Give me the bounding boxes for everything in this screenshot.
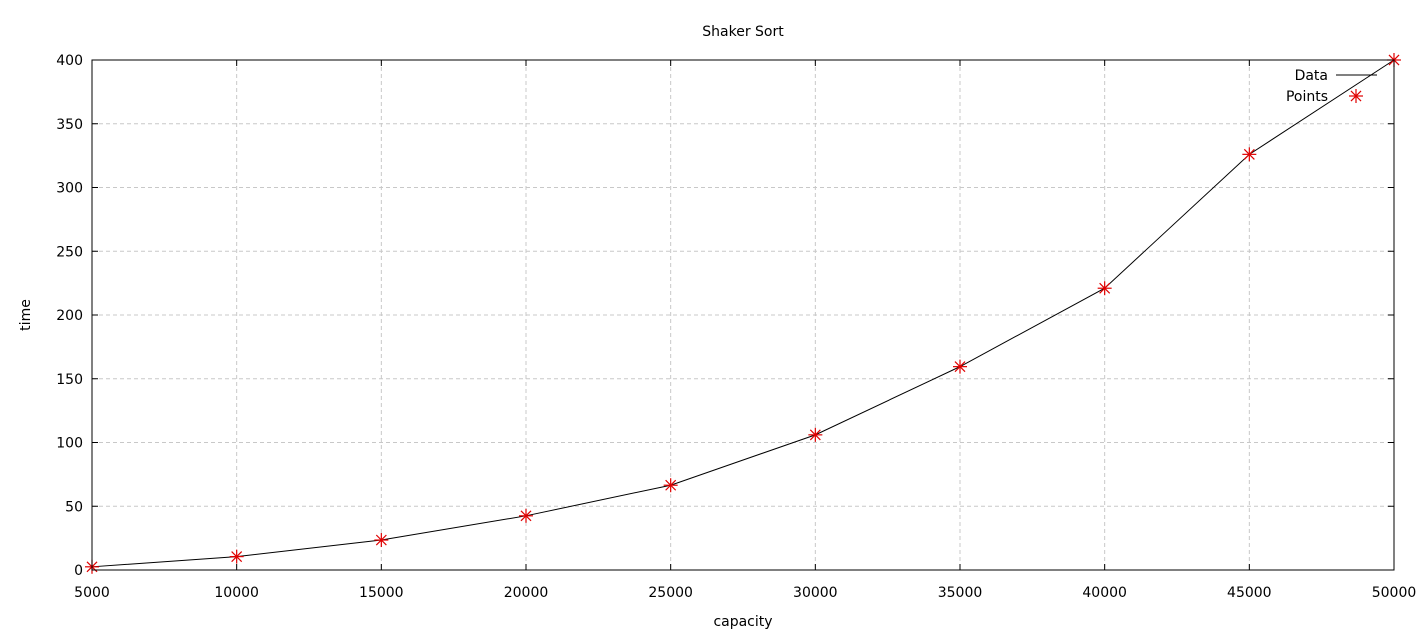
data-point [374, 533, 389, 548]
data-point [663, 478, 678, 493]
asterisk-stroke [1099, 282, 1111, 294]
y-axis-label: time [18, 299, 34, 331]
x-tick-label: 5000 [74, 585, 110, 601]
x-tick-label: 40000 [1082, 585, 1127, 601]
y-tick-label: 400 [56, 53, 83, 69]
x-tick-label: 35000 [938, 585, 983, 601]
data-point [519, 508, 533, 523]
x-tick-label: 30000 [793, 585, 838, 601]
legend-label-data: Data [1295, 68, 1328, 84]
data-point [808, 427, 823, 442]
asterisk-stroke [665, 479, 677, 491]
x-tick-label: 50000 [1372, 585, 1417, 601]
x-tick-label: 15000 [359, 585, 404, 601]
data-point [953, 359, 967, 374]
y-tick-label: 200 [56, 308, 83, 324]
asterisk-stroke [954, 361, 966, 373]
y-tick-label: 0 [74, 563, 83, 579]
chart-title: Shaker Sort [702, 24, 784, 40]
data-point [229, 549, 244, 564]
y-tick-label: 300 [56, 181, 83, 197]
y-tick-label: 150 [56, 372, 83, 388]
asterisk-stroke [231, 551, 243, 563]
asterisk-stroke [809, 429, 821, 441]
data-point [1242, 147, 1257, 162]
x-tick-label: 20000 [504, 585, 549, 601]
y-tick-label: 100 [56, 436, 83, 452]
x-tick-label: 25000 [648, 585, 693, 601]
axis-ticks: 5000 10000 15000 20000 25000 30000 35000 40000 4… [56, 53, 1416, 601]
plot-frame [91, 59, 1395, 571]
series-points [85, 53, 1401, 574]
asterisk-stroke [1350, 90, 1362, 102]
series-data [91, 59, 1395, 568]
x-tick-label: 45000 [1227, 585, 1272, 601]
x-axis-label: capacity [713, 614, 772, 630]
data-line [91, 59, 1395, 568]
grid [92, 60, 1394, 570]
asterisk-stroke [1243, 148, 1255, 160]
y-tick-label: 350 [56, 117, 83, 133]
legend: Data Points [1286, 68, 1377, 105]
legend-label-points: Points [1286, 89, 1328, 105]
y-tick-label: 250 [56, 244, 83, 260]
asterisk-stroke [520, 510, 532, 522]
legend-asterisk-swatch [1349, 89, 1363, 103]
data-point [1097, 281, 1112, 296]
x-tick-label: 10000 [214, 585, 259, 601]
series-layer [85, 53, 1401, 574]
asterisk-stroke [375, 534, 387, 546]
y-tick-label: 50 [65, 499, 83, 515]
